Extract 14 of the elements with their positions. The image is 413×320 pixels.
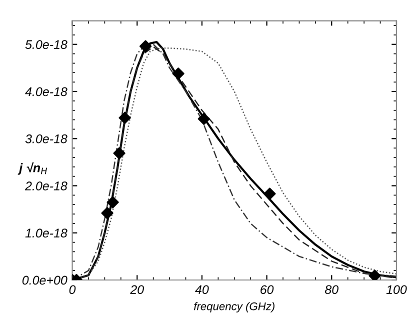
- y-tick-label: 0.0e+00: [22, 276, 68, 285]
- x-tick-label: 60: [260, 285, 274, 294]
- x-tick-label: 80: [325, 285, 338, 294]
- y-axis-title: j √n$_{H}$: [18, 162, 48, 175]
- x-tick-label: 20: [130, 285, 144, 294]
- y-tick-label: 4.0e-18: [25, 87, 68, 96]
- y-tick-label: 2.0e-18: [24, 182, 68, 190]
- x-tick-label: 40: [195, 285, 209, 294]
- y-tick-label: 1.0e-18: [25, 228, 68, 238]
- y-tick-label: 3.0e-18: [25, 134, 68, 144]
- y-tick-label: 5.0e-18: [25, 40, 68, 50]
- x-tick-label: 100: [386, 285, 407, 294]
- x-axis-title: frequency (GHz): [194, 302, 274, 312]
- x-tick-label: 0: [69, 285, 76, 294]
